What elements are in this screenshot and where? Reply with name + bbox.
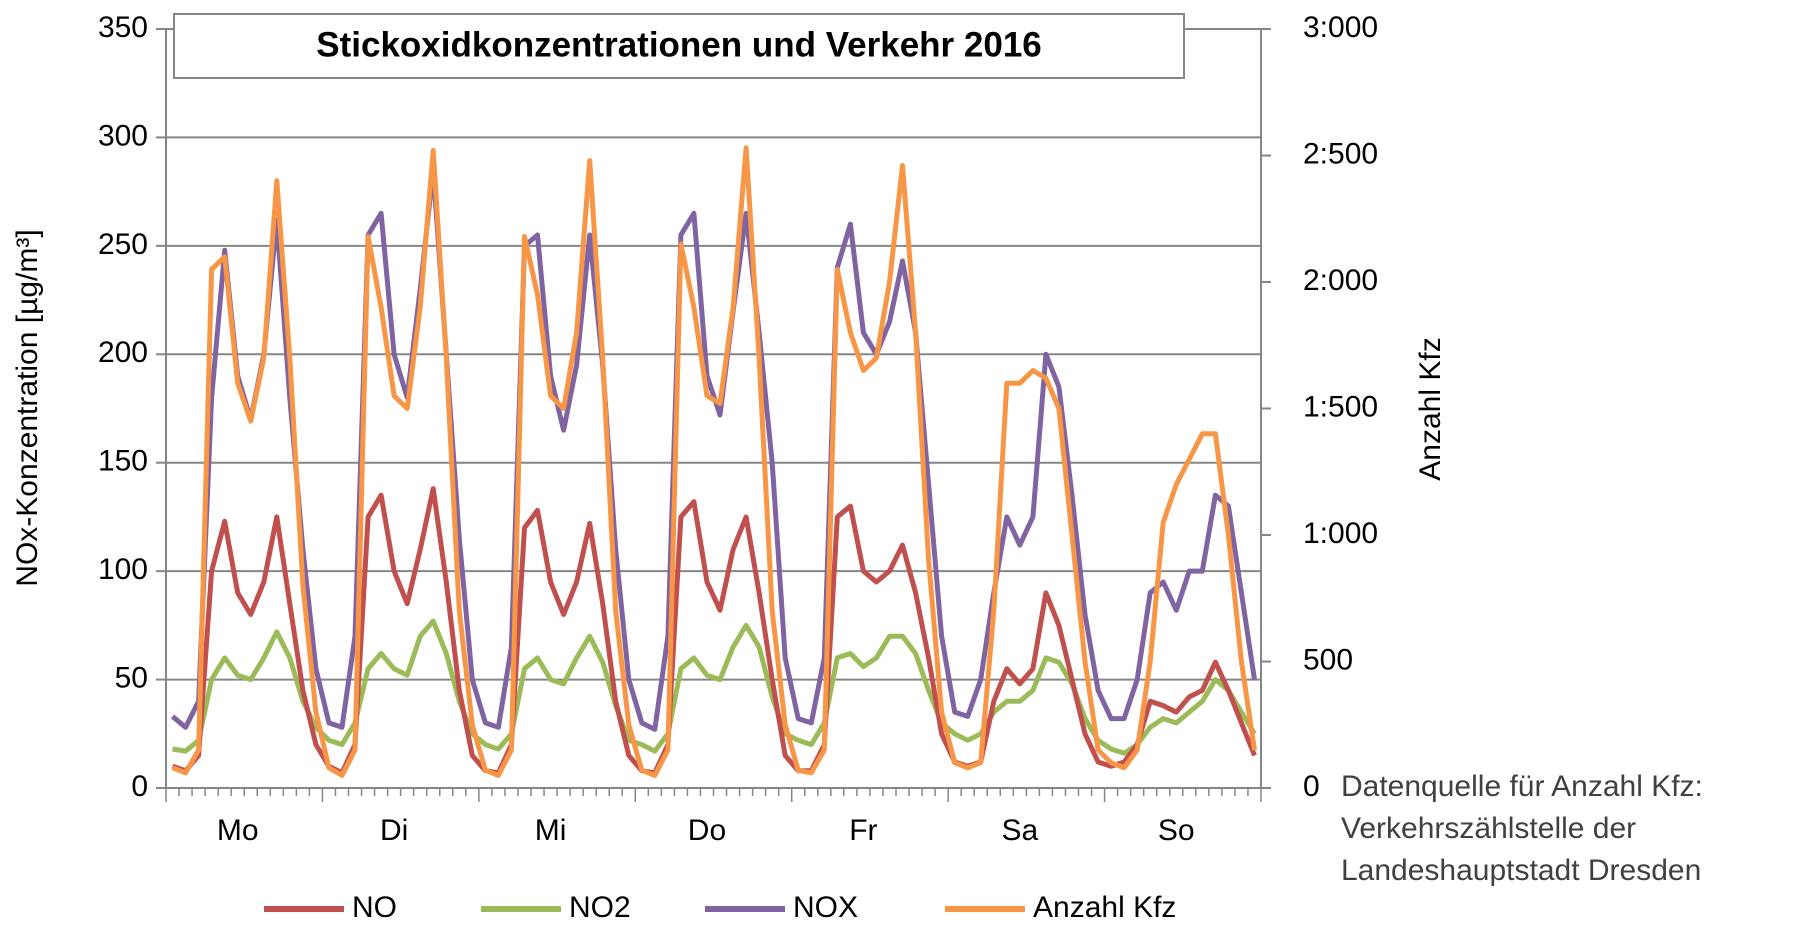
- y-tick-label: 350: [98, 11, 148, 44]
- y2-axis-label: Anzahl Kfz: [1414, 337, 1447, 480]
- x-tick-label: So: [1158, 814, 1195, 847]
- y-tick-label: 300: [98, 119, 148, 152]
- x-tick-label: Mo: [217, 814, 259, 847]
- legend-label: Anzahl Kfz: [1033, 891, 1176, 924]
- source-note: Datenquelle für Anzahl Kfz: Verkehrszähl…: [1341, 770, 1703, 887]
- y-axis-label: NOx-Konzentration [µg/m³]: [11, 229, 44, 586]
- legend-label: NOX: [793, 891, 858, 924]
- series-line: [170, 167, 1257, 732]
- chart-title: Stickoxidkonzentrationen und Verkehr 201…: [316, 25, 1042, 64]
- y-tick-label: 50: [115, 661, 148, 694]
- x-tick-label: Sa: [1001, 814, 1038, 847]
- y2-tick-label: 2:000: [1303, 264, 1378, 297]
- y2-tick-label: 1:000: [1303, 517, 1378, 550]
- series-line: [171, 145, 1257, 778]
- legend-label: NO2: [569, 891, 631, 924]
- x-tick-label: Di: [380, 814, 408, 847]
- x-tick-label: Fr: [849, 814, 877, 847]
- y2-tick-label: 3:000: [1303, 11, 1378, 44]
- y2-tick-label: 0: [1303, 770, 1320, 803]
- series-line: [172, 618, 1257, 756]
- y-tick-label: 200: [98, 336, 148, 369]
- y-tick-label: 100: [98, 553, 148, 586]
- x-tick-label: Do: [688, 814, 726, 847]
- y2-tick-label: 1:500: [1303, 390, 1378, 423]
- y-tick-label: 250: [98, 228, 148, 261]
- y2-tick-label: 500: [1303, 643, 1353, 676]
- x-tick-label: Mi: [535, 814, 567, 847]
- y-tick-label: 150: [98, 445, 148, 478]
- y2-tick-label: 2:500: [1303, 137, 1378, 170]
- legend-label: NO: [352, 891, 397, 924]
- title-box: [173, 13, 1185, 79]
- y-tick-label: 0: [131, 770, 148, 803]
